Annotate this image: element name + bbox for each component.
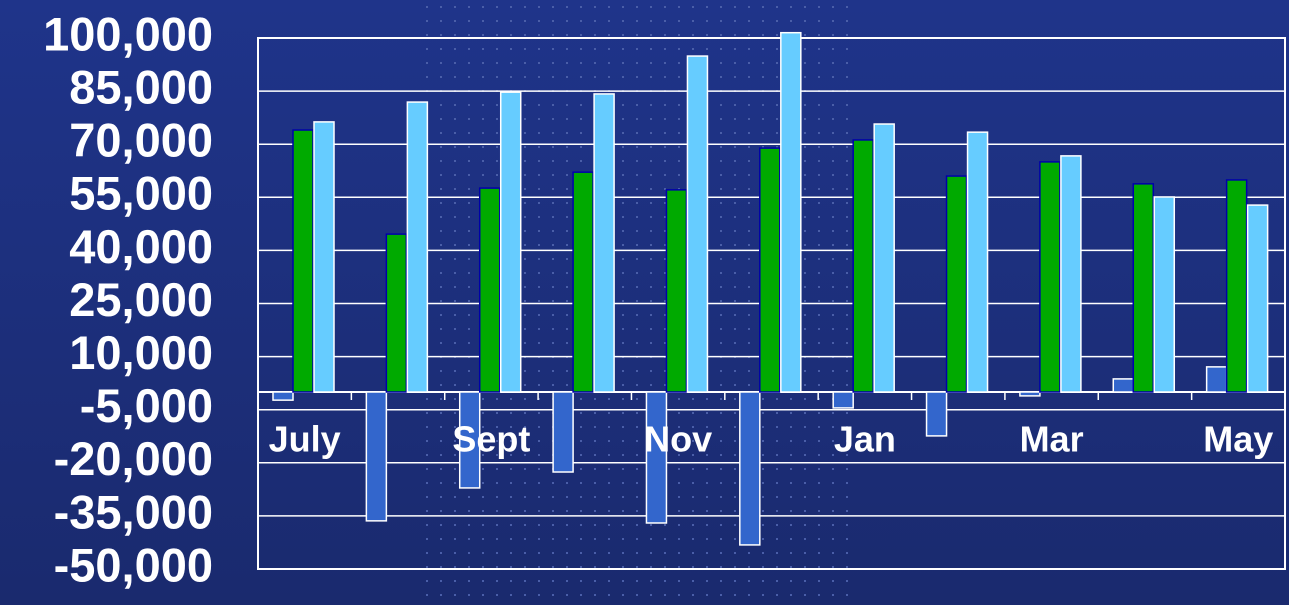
bar xyxy=(1132,183,1155,393)
y-tick-label: -5,000 xyxy=(80,379,213,432)
x-tick-label: Jan xyxy=(834,419,896,460)
bar xyxy=(593,93,615,393)
bar xyxy=(966,131,989,393)
bar xyxy=(739,391,761,546)
bar xyxy=(665,189,688,393)
bar xyxy=(1246,204,1269,393)
x-tick-label: Mar xyxy=(1020,419,1084,460)
bar xyxy=(458,391,481,489)
y-tick-label: 85,000 xyxy=(69,61,213,114)
bar xyxy=(1019,391,1041,397)
x-tick-label: Nov xyxy=(644,419,712,460)
bar xyxy=(945,175,968,393)
bar xyxy=(1153,196,1176,393)
y-tick-label: -35,000 xyxy=(54,485,213,538)
bar xyxy=(1060,155,1082,393)
bar xyxy=(1225,179,1248,393)
bar xyxy=(873,123,895,393)
bar xyxy=(852,139,874,393)
y-tick-label: -50,000 xyxy=(54,538,213,591)
bar xyxy=(385,233,408,393)
bar xyxy=(1039,161,1061,393)
bar xyxy=(780,31,802,393)
bar xyxy=(478,187,501,393)
bar xyxy=(832,391,854,409)
x-tick-label: Sept xyxy=(452,419,530,460)
x-tick-label: July xyxy=(269,419,341,460)
y-tick-label: 10,000 xyxy=(69,326,213,379)
bar xyxy=(1205,366,1228,393)
bar xyxy=(272,391,294,401)
bar xyxy=(645,391,668,524)
bar xyxy=(499,91,522,393)
bar xyxy=(925,391,948,437)
y-tick-label: 40,000 xyxy=(69,220,213,273)
y-tick-label: -20,000 xyxy=(54,432,213,485)
y-tick-label: 70,000 xyxy=(69,114,213,167)
bar xyxy=(1112,378,1135,393)
bar xyxy=(406,101,429,393)
bar xyxy=(313,121,335,393)
y-tick-label: 55,000 xyxy=(69,167,213,220)
y-tick-label: 100,000 xyxy=(43,7,213,60)
bar xyxy=(365,391,388,522)
y-tick-label: 25,000 xyxy=(69,273,213,326)
bar xyxy=(292,129,314,393)
bar xyxy=(686,55,709,393)
bar xyxy=(759,147,781,393)
x-tick-label: May xyxy=(1203,419,1273,460)
bar xyxy=(552,391,574,473)
bar xyxy=(572,171,594,393)
